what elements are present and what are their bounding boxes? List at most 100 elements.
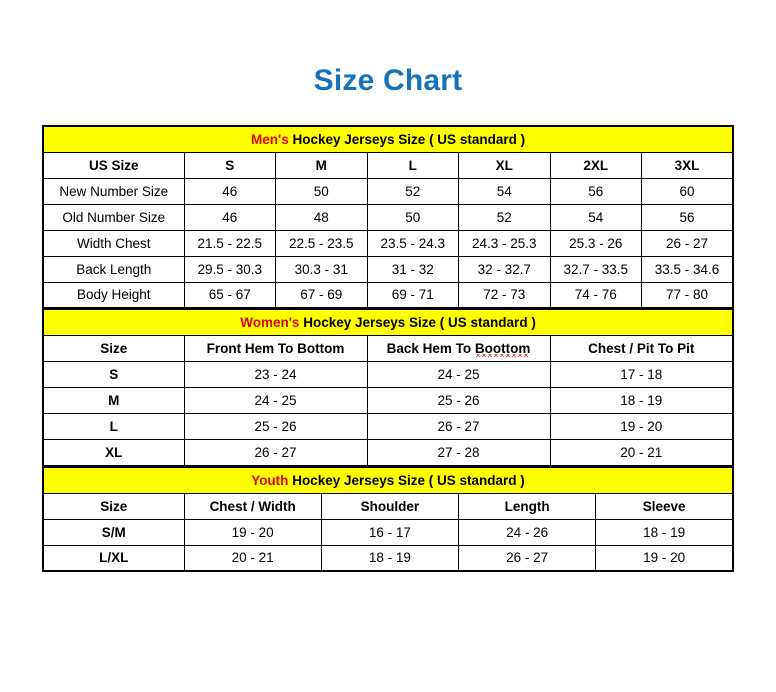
mens-cell-3-3: 32 - 32.7 bbox=[458, 255, 551, 283]
youth-cell-1-0: 20 - 21 bbox=[183, 544, 322, 572]
mens-cell-1-2: 50 bbox=[366, 203, 459, 231]
youth-cell-0-0: 19 - 20 bbox=[183, 518, 322, 546]
womens-header-accent: Women's bbox=[240, 315, 300, 330]
mens-cell-3-5: 33.5 - 34.6 bbox=[641, 255, 734, 283]
womens-cell-1-0: 24 - 25 bbox=[183, 387, 368, 414]
youth-header-accent: Youth bbox=[251, 472, 289, 488]
womens-cell-0-1: 24 - 25 bbox=[366, 361, 551, 388]
mens-cell-3-2: 31 - 32 bbox=[366, 255, 459, 283]
youth-col-header-1: Chest / Width bbox=[183, 492, 322, 520]
youth-col-header-4: Sleeve bbox=[595, 492, 734, 520]
womens-section-header: Women's Hockey Jerseys Size ( US standar… bbox=[42, 309, 734, 336]
mens-cell-2-3: 24.3 - 25.3 bbox=[458, 229, 551, 257]
mens-cell-0-5: 60 bbox=[641, 177, 734, 205]
mens-cell-4-4: 74 - 76 bbox=[549, 281, 642, 309]
table-row: L/XL 20 - 21 18 - 19 26 - 27 19 - 20 bbox=[42, 544, 734, 572]
mens-cell-4-1: 67 - 69 bbox=[275, 281, 368, 309]
mens-cell-4-3: 72 - 73 bbox=[458, 281, 551, 309]
mens-cell-4-5: 77 - 80 bbox=[641, 281, 734, 309]
mens-col-header-3: L bbox=[366, 151, 459, 179]
womens-cell-1-2: 18 - 19 bbox=[549, 387, 734, 414]
womens-row-label-0: S bbox=[42, 361, 185, 388]
youth-col-header-2: Shoulder bbox=[320, 492, 460, 520]
womens-col-header-0: Size bbox=[42, 335, 185, 362]
youth-row-label-0: S/M bbox=[42, 518, 185, 546]
table-row: Old Number Size 46 48 50 52 54 56 bbox=[42, 203, 734, 231]
womens-row-label-3: XL bbox=[42, 439, 185, 466]
mens-col-header-6: 3XL bbox=[641, 151, 734, 179]
mens-size-table: Men's Hockey Jerseys Size ( US standard … bbox=[42, 125, 735, 309]
youth-cell-0-2: 24 - 26 bbox=[457, 518, 597, 546]
mens-cell-0-2: 52 bbox=[366, 177, 459, 205]
mens-section-header: Men's Hockey Jerseys Size ( US standard … bbox=[42, 125, 734, 153]
mens-cell-2-4: 25.3 - 26 bbox=[549, 229, 642, 257]
table-row: S/M 19 - 20 16 - 17 24 - 26 18 - 19 bbox=[42, 518, 734, 546]
mens-cell-1-1: 48 bbox=[275, 203, 368, 231]
womens-col-header-2: Back Hem To Boottom bbox=[366, 335, 551, 362]
mens-row-label-3: Back Length bbox=[42, 255, 185, 283]
womens-header-rest: Hockey Jerseys Size ( US standard ) bbox=[299, 315, 536, 330]
womens-section-header-row: Women's Hockey Jerseys Size ( US standar… bbox=[42, 309, 734, 336]
womens-col-header-3: Chest / Pit To Pit bbox=[549, 335, 734, 362]
womens-column-header-row: Size Front Hem To Bottom Back Hem To Boo… bbox=[42, 335, 734, 362]
page-title: Size Chart bbox=[313, 64, 463, 97]
mens-col-header-2: M bbox=[275, 151, 368, 179]
mens-section-header-row: Men's Hockey Jerseys Size ( US standard … bbox=[42, 125, 734, 153]
mens-col-header-1: S bbox=[183, 151, 276, 179]
mens-col-header-5: 2XL bbox=[549, 151, 642, 179]
table-row: M 24 - 25 25 - 26 18 - 19 bbox=[42, 387, 734, 414]
misspelled-word: Boottom bbox=[474, 340, 531, 356]
womens-cell-3-0: 26 - 27 bbox=[183, 439, 368, 466]
mens-cell-0-3: 54 bbox=[458, 177, 551, 205]
womens-cell-0-0: 23 - 24 bbox=[183, 361, 368, 388]
table-row: L 25 - 26 26 - 27 19 - 20 bbox=[42, 413, 734, 440]
womens-cell-2-0: 25 - 26 bbox=[183, 413, 368, 440]
mens-cell-0-4: 56 bbox=[549, 177, 642, 205]
table-row: XL 26 - 27 27 - 28 20 - 21 bbox=[42, 439, 734, 466]
youth-cell-1-2: 26 - 27 bbox=[457, 544, 597, 572]
youth-row-label-1: L/XL bbox=[42, 544, 185, 572]
mens-row-label-0: New Number Size bbox=[42, 177, 185, 205]
mens-cell-2-5: 26 - 27 bbox=[641, 229, 734, 257]
mens-cell-4-0: 65 - 67 bbox=[183, 281, 276, 309]
youth-cell-1-1: 18 - 19 bbox=[320, 544, 460, 572]
youth-col-header-0: Size bbox=[42, 492, 185, 520]
mens-cell-2-1: 22.5 - 23.5 bbox=[275, 229, 368, 257]
youth-section-header-row: Youth Hockey Jerseys Size ( US standard … bbox=[42, 466, 734, 494]
womens-cell-2-2: 19 - 20 bbox=[549, 413, 734, 440]
mens-cell-1-3: 52 bbox=[458, 203, 551, 231]
youth-section-header: Youth Hockey Jerseys Size ( US standard … bbox=[42, 466, 734, 494]
womens-size-table: Women's Hockey Jerseys Size ( US standar… bbox=[42, 309, 735, 467]
mens-header-rest: Hockey Jerseys Size ( US standard ) bbox=[288, 131, 526, 147]
table-row: New Number Size 46 50 52 54 56 60 bbox=[42, 177, 734, 205]
mens-cell-3-1: 30.3 - 31 bbox=[275, 255, 368, 283]
womens-cell-0-2: 17 - 18 bbox=[549, 361, 734, 388]
mens-cell-1-5: 56 bbox=[641, 203, 734, 231]
size-tables-container: Men's Hockey Jerseys Size ( US standard … bbox=[42, 125, 735, 572]
mens-column-header-row: US Size S M L XL 2XL 3XL bbox=[42, 151, 734, 179]
mens-cell-3-4: 32.7 - 33.5 bbox=[549, 255, 642, 283]
mens-cell-2-0: 21.5 - 22.5 bbox=[183, 229, 276, 257]
womens-cell-1-1: 25 - 26 bbox=[366, 387, 551, 414]
mens-cell-0-1: 50 bbox=[275, 177, 368, 205]
table-row: Body Height 65 - 67 67 - 69 69 - 71 72 -… bbox=[42, 281, 734, 309]
mens-cell-1-4: 54 bbox=[549, 203, 642, 231]
womens-col-header-1: Front Hem To Bottom bbox=[183, 335, 368, 362]
mens-row-label-2: Width Chest bbox=[42, 229, 185, 257]
youth-cell-0-3: 18 - 19 bbox=[595, 518, 734, 546]
mens-header-accent: Men's bbox=[251, 131, 289, 147]
youth-column-header-row: Size Chest / Width Shoulder Length Sleev… bbox=[42, 492, 734, 520]
youth-header-rest: Hockey Jerseys Size ( US standard ) bbox=[288, 472, 525, 488]
table-row: Back Length 29.5 - 30.3 30.3 - 31 31 - 3… bbox=[42, 255, 734, 283]
mens-cell-4-2: 69 - 71 bbox=[366, 281, 459, 309]
table-row: S 23 - 24 24 - 25 17 - 18 bbox=[42, 361, 734, 388]
mens-cell-3-0: 29.5 - 30.3 bbox=[183, 255, 276, 283]
mens-cell-1-0: 46 bbox=[183, 203, 276, 231]
mens-cell-0-0: 46 bbox=[183, 177, 276, 205]
womens-cell-2-1: 26 - 27 bbox=[366, 413, 551, 440]
womens-cell-3-1: 27 - 28 bbox=[366, 439, 551, 466]
womens-row-label-1: M bbox=[42, 387, 185, 414]
youth-cell-0-1: 16 - 17 bbox=[320, 518, 460, 546]
youth-col-header-3: Length bbox=[457, 492, 597, 520]
